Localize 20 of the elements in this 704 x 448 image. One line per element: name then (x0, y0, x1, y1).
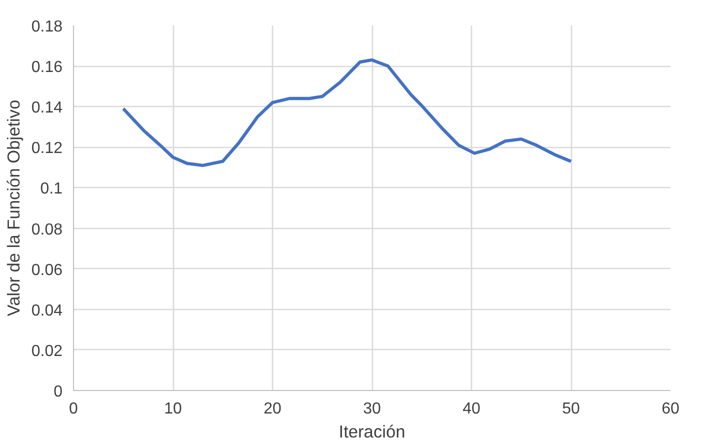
y-tick-label: 0.08 (31, 221, 63, 238)
x-tick-label: 10 (164, 400, 182, 418)
y-tick-label: 0.02 (31, 342, 63, 360)
y-tick-label: 0.16 (31, 59, 63, 76)
x-tick-label: 40 (462, 400, 480, 418)
y-tick-label: 0.1 (40, 180, 63, 198)
y-tick-label: 0.14 (31, 100, 63, 117)
x-tick-label: 20 (264, 400, 282, 418)
y-tick-label: 0.12 (31, 140, 63, 158)
line-series (122, 58, 573, 168)
x-tick-label: 60 (662, 400, 680, 418)
x-tick-label: 0 (69, 400, 78, 418)
x-axis-title: Iteración (338, 422, 406, 442)
y-tick-label: 0.04 (31, 302, 63, 320)
y-tick-label: 0 (54, 384, 63, 400)
x-tick-label: 30 (363, 400, 381, 418)
y-tick-label: 0.06 (31, 262, 63, 279)
y-tick-label: 0.18 (31, 18, 63, 36)
y-axis-title: Valor de la Función Objetivo (3, 100, 24, 316)
x-tick-label: 50 (562, 400, 580, 418)
